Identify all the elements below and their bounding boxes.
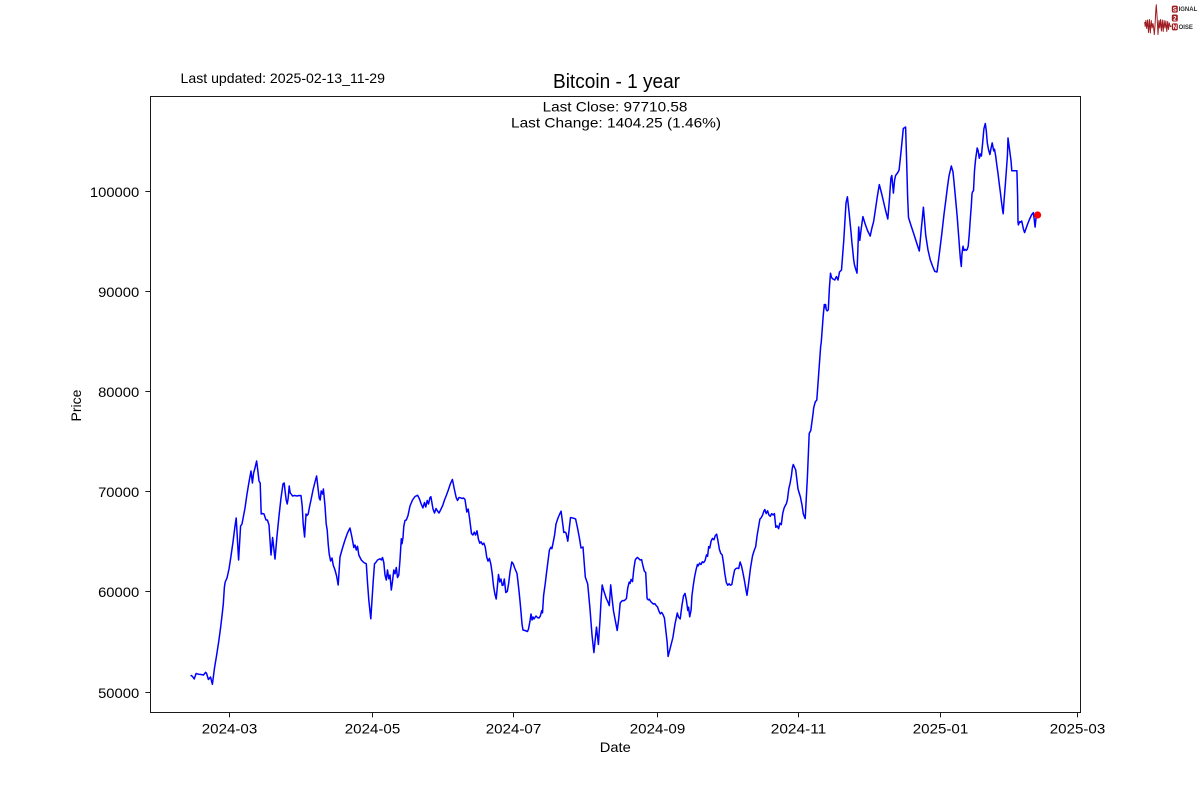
svg-text:100000: 100000 — [90, 184, 140, 200]
svg-text:90000: 90000 — [98, 284, 139, 300]
svg-text:2024-05: 2024-05 — [345, 721, 401, 737]
svg-text:2: 2 — [1173, 16, 1177, 22]
svg-text:Last Change: 1404.25 (1.46%): Last Change: 1404.25 (1.46%) — [511, 115, 721, 131]
svg-text:Last updated: 2025-02-13_11-29: Last updated: 2025-02-13_11-29 — [181, 70, 386, 86]
svg-text:2024-03: 2024-03 — [202, 721, 258, 737]
svg-text:80000: 80000 — [98, 384, 139, 400]
svg-text:Last Close: 97710.58: Last Close: 97710.58 — [543, 99, 688, 115]
svg-text:OISE: OISE — [1179, 25, 1193, 31]
svg-text:2024-11: 2024-11 — [771, 721, 827, 737]
svg-text:Price: Price — [68, 389, 84, 421]
svg-text:IGNAL: IGNAL — [1179, 7, 1198, 13]
svg-text:2025-03: 2025-03 — [1050, 721, 1106, 737]
svg-text:50000: 50000 — [98, 685, 139, 701]
svg-text:S: S — [1173, 7, 1177, 13]
svg-text:70000: 70000 — [98, 484, 139, 500]
svg-text:Bitcoin - 1 year: Bitcoin - 1 year — [553, 71, 680, 93]
svg-text:2024-09: 2024-09 — [630, 721, 686, 737]
svg-text:N: N — [1173, 25, 1177, 31]
svg-text:Date: Date — [600, 739, 631, 755]
svg-text:2024-07: 2024-07 — [486, 721, 542, 737]
svg-text:60000: 60000 — [98, 584, 139, 600]
svg-text:2025-01: 2025-01 — [913, 721, 969, 737]
